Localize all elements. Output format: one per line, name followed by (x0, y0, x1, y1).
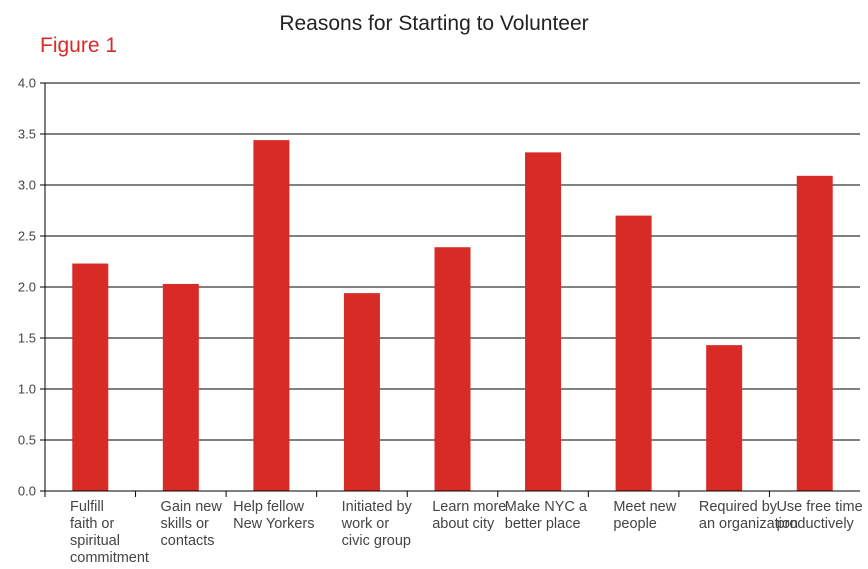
y-tick-label: 2.5 (18, 229, 36, 244)
bar (525, 152, 562, 492)
y-tick-label: 1.0 (18, 382, 36, 397)
x-tick-label: Fulfill faith or spiritual commitment (70, 499, 149, 566)
figure-label: Figure 1 (40, 34, 118, 57)
chart-title: Reasons for Starting to Volunteer (279, 12, 589, 35)
y-tick-label: 3.5 (18, 127, 36, 142)
bar (253, 140, 290, 491)
x-tick-label: Meet new people (613, 499, 677, 532)
x-tick-label: Gain new skills or contacts (160, 499, 222, 549)
y-tick-label: 3.0 (18, 178, 36, 193)
y-tick-label: 4.0 (18, 76, 36, 91)
bar (615, 215, 652, 491)
y-tick-label: 2.0 (18, 280, 36, 295)
bar (434, 247, 471, 491)
x-tick-label: Use free time productively (776, 499, 863, 532)
x-tick-label: Learn more about city (432, 499, 507, 532)
bars (72, 140, 833, 492)
x-tick-label: Make NYC a better place (504, 499, 587, 532)
y-tick-label: 0.0 (18, 484, 36, 499)
x-tick-label: Initiated by work or civic group (341, 499, 412, 549)
axes: 0.0 0.5 1.0 1.5 2.0 2.5 3.0 3.5 4.0 (18, 76, 860, 499)
y-tick-label: 1.5 (18, 331, 36, 346)
y-tick-label: 0.5 (18, 433, 36, 448)
x-tick-label: Required by an organization (698, 499, 799, 532)
bar (706, 345, 743, 491)
bar (72, 263, 109, 491)
bar (162, 283, 199, 491)
bar (343, 293, 380, 491)
bar (796, 175, 833, 491)
x-tick-label: Help fellow New Yorkers (233, 499, 315, 532)
